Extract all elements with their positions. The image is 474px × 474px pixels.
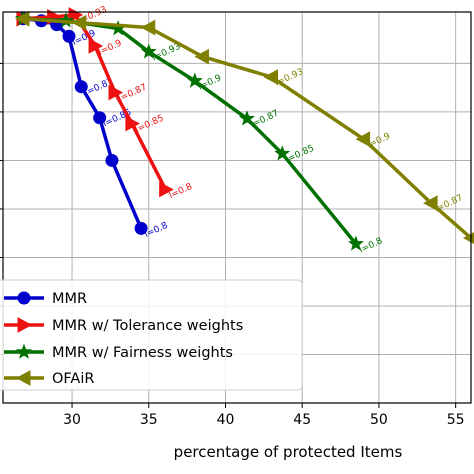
data-point-ofair (71, 14, 87, 31)
series-tolerance: l=0.93l=0.9l=0.87l=0.85l=0.8 (16, 5, 195, 201)
x-axis-label: percentage of protected Items (174, 443, 403, 461)
point-label-tolerance: l=0.85 (134, 114, 166, 136)
legend-marker-shape-fairness (15, 343, 33, 359)
legend-marker-ofair (15, 370, 31, 386)
data-point-fairness (140, 43, 157, 59)
data-point-mmr (74, 80, 88, 94)
point-label-tolerance: l=0.87 (117, 82, 149, 104)
point-label-mmr: l=0.8 (143, 221, 170, 240)
data-point-ofair (194, 48, 209, 65)
series-ofair: l=0.93 l=0.9 l=0.87 (14, 10, 474, 245)
data-point-tolerance (159, 181, 174, 198)
legend-item-tolerance: MMR w/ Tolerance weights (4, 317, 243, 334)
data-point-fairness (347, 235, 364, 251)
data-point-tolerance (108, 84, 124, 101)
point-label-tolerance: l=0.9 (97, 38, 124, 57)
series-line-tolerance (22, 13, 168, 191)
data-point-ofair (263, 69, 279, 85)
legend-label-mmr: MMR (52, 291, 87, 307)
data-point-ofair (423, 195, 438, 211)
data-point-tolerance (125, 115, 140, 132)
x-tick-label: 40 (217, 412, 235, 428)
legend-box (0, 279, 303, 391)
x-tick-label: 45 (293, 412, 311, 428)
legend-marker-tolerance (17, 317, 33, 333)
data-point-mmr (134, 221, 148, 235)
point-label-ofair: l=0.93 (274, 67, 306, 89)
legend-marker-fairness (15, 343, 33, 359)
plot-frame (2, 11, 472, 404)
data-point-ofair (355, 131, 371, 147)
x-tick-label: 30 (63, 412, 81, 428)
legend-label-ofair: OFAiR (52, 371, 94, 387)
legend-marker-shape-ofair (15, 370, 31, 386)
x-tick-label: 35 (140, 412, 158, 428)
data-point-ofair (14, 10, 30, 27)
data-point-mmr (62, 29, 76, 43)
point-label-fairness: l=0.9 (197, 73, 224, 92)
data-point-fairness (238, 110, 255, 126)
point-label-tolerance: l=0.8 (168, 182, 195, 201)
point-label-ofair: l=0.87 (433, 193, 465, 215)
x-ticks: 30 35 40 45 50 55 (0, 62, 465, 428)
legend-item-fairness: MMR w/ Fairness weights (4, 343, 233, 361)
series-line-ofair (22, 17, 473, 240)
legend-label-tolerance: MMR w/ Tolerance weights (52, 318, 243, 334)
data-point-mmr (93, 111, 107, 125)
legend: MMR MMR w/ Tolerance weights MMR w/ Fair… (0, 279, 303, 391)
legend-marker-shape-tolerance (17, 317, 33, 333)
legend-label-fairness: MMR w/ Fairness weights (52, 345, 233, 361)
data-point-fairness (186, 72, 203, 88)
data-point-fairness (274, 145, 291, 161)
series-layer: l=0.9l=0.87l=0.85l=0.8l=0.93l=0.9l=0.87l… (14, 5, 474, 256)
x-tick-label: 50 (370, 412, 388, 428)
data-point-mmr (105, 153, 119, 167)
legend-marker-shape-mmr (17, 291, 31, 305)
x-tick-label: 55 (447, 412, 465, 428)
data-point-tolerance (88, 38, 104, 54)
point-label-fairness: l=0.8 (358, 236, 385, 255)
data-point-ofair (140, 19, 156, 36)
legend-item-ofair: OFAiR (4, 370, 94, 387)
series-line-mmr (22, 17, 143, 230)
legend-marker-mmr (17, 291, 31, 305)
point-label-fairness: l=0.85 (284, 144, 316, 166)
legend-item-mmr: MMR (4, 291, 87, 307)
